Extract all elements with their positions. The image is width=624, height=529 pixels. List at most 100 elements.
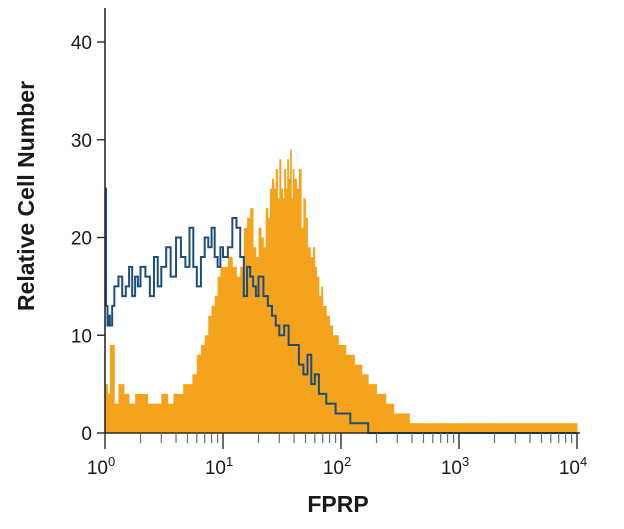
histogram-bar: [292, 169, 295, 433]
histogram-bar: [305, 217, 308, 433]
y-tick-label: 20: [71, 229, 92, 250]
filled-series-0: [105, 149, 578, 434]
x-tick-label: 103: [441, 454, 469, 479]
histogram-bar: [329, 325, 334, 433]
histogram-bar: [405, 413, 410, 433]
histogram-bar: [365, 374, 369, 433]
histogram-bar: [232, 266, 237, 433]
histogram-bar: [318, 296, 322, 433]
histogram-bar: [376, 393, 382, 433]
histogram-bar: [389, 403, 395, 433]
histogram-bar: [236, 276, 241, 433]
x-tick-label: 102: [323, 454, 351, 479]
histogram-bar: [287, 159, 290, 434]
histogram-bar: [571, 423, 578, 433]
histogram-bar: [381, 393, 387, 433]
histogram-bar: [494, 423, 507, 433]
histogram-bar: [326, 315, 330, 433]
histogram-bar: [223, 266, 229, 433]
histogram-bar: [284, 169, 287, 433]
histogram-bar: [227, 257, 233, 433]
histogram-bar: [147, 403, 155, 433]
y-tick-label: 30: [71, 131, 92, 152]
histogram-bar: [253, 247, 257, 433]
histogram-bar: [124, 393, 130, 433]
histogram-bar: [505, 423, 516, 433]
histogram-bar: [280, 188, 284, 434]
histogram-bar: [161, 393, 169, 433]
histogram-bar: [282, 198, 285, 433]
histogram-bar: [255, 257, 259, 433]
y-axis-title: Relative Cell Number: [13, 81, 39, 311]
histogram-bar: [459, 423, 469, 433]
histogram-bar: [314, 266, 317, 433]
histogram-bar: [332, 335, 336, 433]
histogram-bar: [258, 227, 262, 433]
histogram-bar: [135, 393, 141, 433]
histogram-bar: [440, 423, 448, 433]
histogram-bar: [243, 227, 248, 433]
histogram-bar: [316, 276, 320, 433]
histogram-bar: [515, 423, 524, 433]
histogram-bar: [273, 188, 277, 434]
histogram-bar: [419, 423, 424, 433]
histogram-bar: [247, 217, 251, 433]
histogram-bar: [183, 384, 188, 434]
histogram-bar: [385, 403, 391, 433]
histogram-fills: [105, 149, 578, 434]
histogram-bar: [447, 423, 460, 433]
histogram-bar: [350, 354, 355, 433]
histogram-bar: [277, 198, 280, 433]
histogram-bar: [523, 423, 531, 433]
histogram-bar: [373, 384, 377, 434]
histogram-bar: [361, 374, 366, 433]
x-tick-label: 100: [87, 454, 115, 479]
histogram-bar: [345, 354, 351, 433]
histogram-bar: [541, 423, 552, 433]
x-tick-label: 104: [559, 454, 587, 479]
histogram-bar: [479, 423, 490, 433]
histogram-bar: [338, 345, 342, 433]
histogram-bar: [265, 208, 269, 433]
histogram-bar: [129, 403, 136, 433]
histogram-bar: [371, 384, 375, 434]
histogram-bar: [118, 384, 125, 434]
histogram-bar: [211, 305, 216, 433]
histogram-bar: [217, 276, 221, 433]
histogram-bar: [107, 393, 111, 433]
y-tick-label: 0: [81, 424, 92, 445]
histogram-bar: [301, 227, 304, 433]
histogram-bar: [114, 403, 119, 433]
histogram-bar: [271, 178, 275, 433]
histogram-bar: [296, 188, 300, 434]
histogram-bar: [565, 423, 572, 433]
histogram-bar: [291, 198, 294, 433]
histogram-bar: [250, 208, 254, 433]
histogram-bar: [298, 169, 302, 433]
histogram-bar: [303, 198, 306, 433]
histogram-bar: [489, 423, 495, 433]
histogram-bar: [432, 423, 442, 433]
histogram-bar: [105, 384, 108, 434]
histogram-bar: [167, 403, 174, 433]
histogram-bar: [368, 384, 372, 434]
y-tick-label: 10: [71, 326, 92, 347]
histogram-bar: [335, 335, 339, 433]
histogram-bar: [423, 423, 434, 433]
histogram-bar: [354, 364, 359, 433]
outline-series-1: [105, 187, 577, 434]
histogram-bar: [279, 159, 282, 434]
histogram-bar: [414, 423, 420, 433]
histogram-bar: [214, 296, 218, 433]
histogram-bar: [261, 237, 264, 433]
axis-ticks: 0 10 20 30 40 100 101 102 103 104: [71, 33, 587, 479]
histogram-bar: [294, 178, 297, 433]
histogram-bar: [187, 384, 193, 434]
histogram-bar: [173, 393, 179, 433]
histogram-bar: [285, 188, 288, 434]
histogram-bar: [153, 403, 162, 433]
histogram-bar: [288, 178, 291, 433]
histogram-bar: [313, 247, 316, 433]
histogram-bar: [358, 364, 363, 433]
